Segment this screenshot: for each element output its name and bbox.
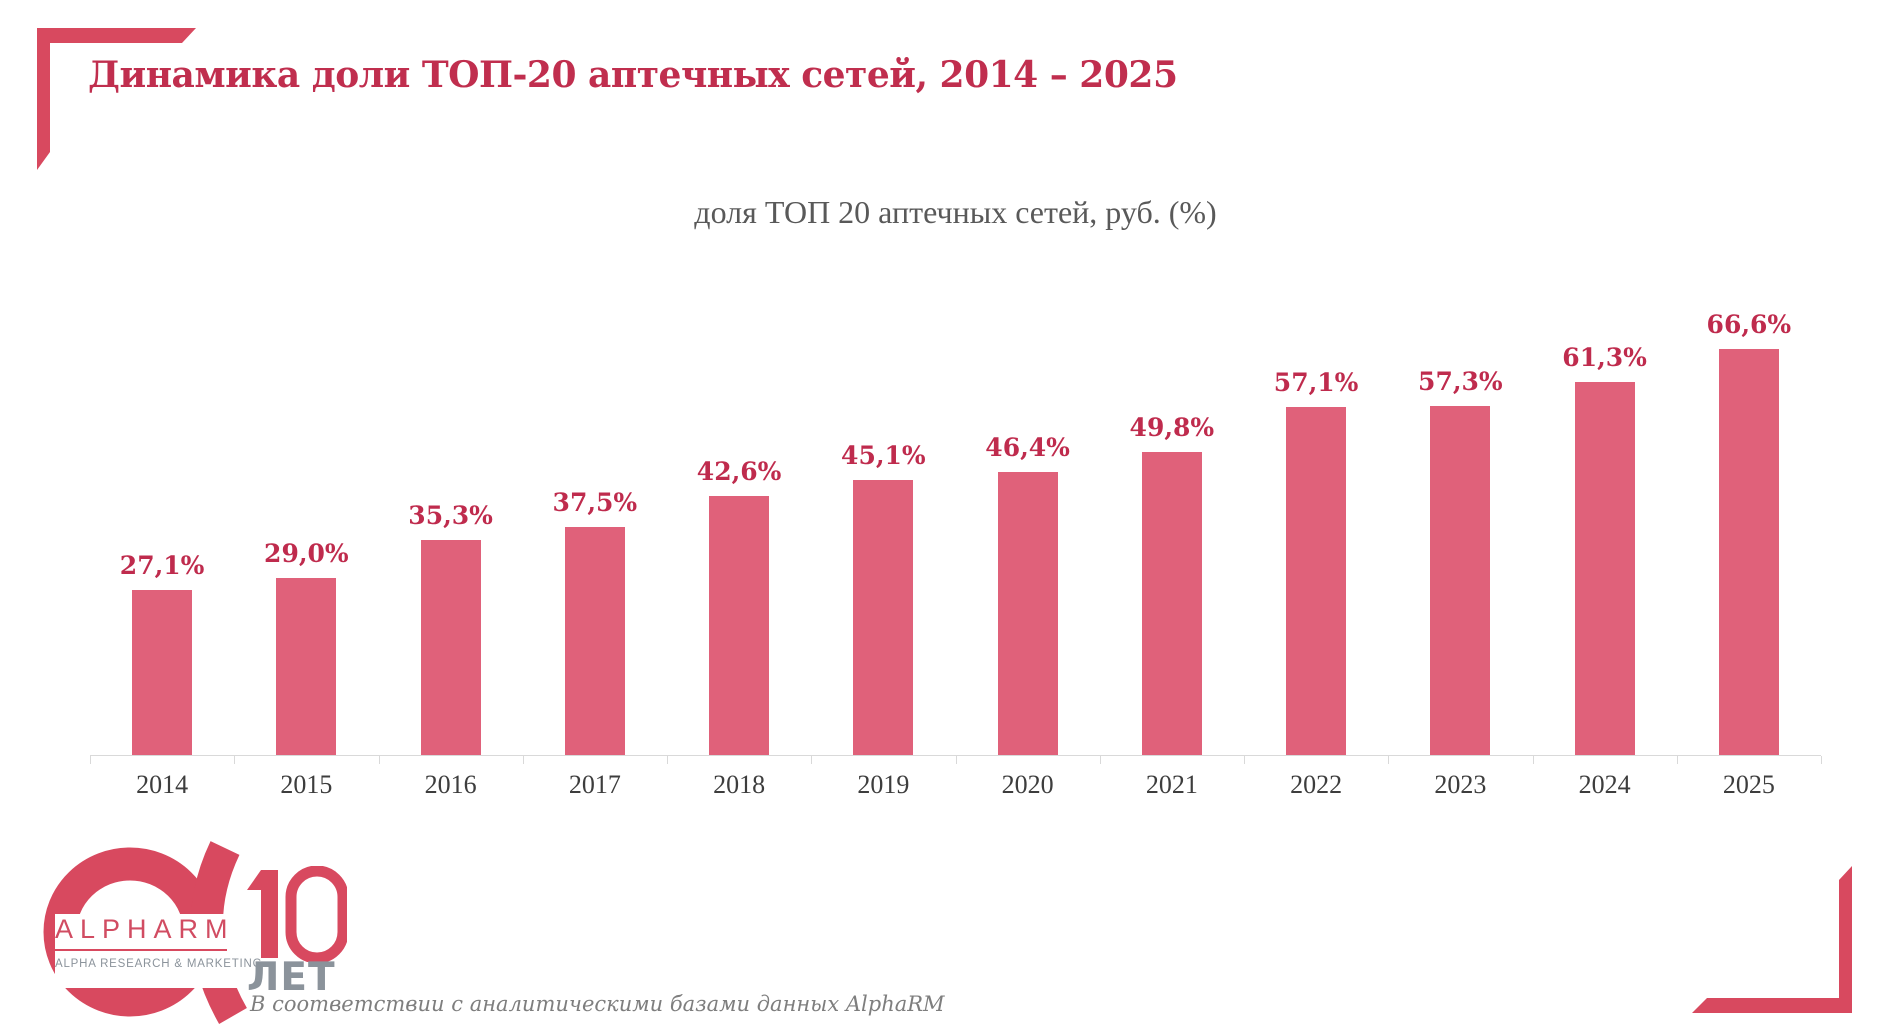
x-axis-label: 2015 xyxy=(280,770,333,799)
bar-column: 45,1% xyxy=(811,260,955,755)
axis-tick xyxy=(667,756,811,764)
bar-chart-plot-area: 27,1% 29,0% 35,3% 37,5% 42,6% 45,1% 46,4% 49,8%… xyxy=(90,260,1821,756)
x-axis-label: 2020 xyxy=(1001,770,1054,799)
logo-tagline: ALPHA RESEARCH & MARKETING xyxy=(55,958,263,970)
anniversary-unit-label: ЛЕТ xyxy=(247,955,336,1000)
bar xyxy=(709,496,770,755)
x-axis-ticks xyxy=(90,756,1822,764)
x-axis-label: 2025 xyxy=(1722,770,1775,799)
bar-column: 35,3% xyxy=(379,260,523,755)
x-axis-label: 2023 xyxy=(1434,770,1487,799)
bar xyxy=(1574,382,1635,755)
bar xyxy=(1718,349,1779,755)
bar xyxy=(1430,406,1491,755)
alpharm-logo-block: ALPHARM ALPHA RESEARCH & MARKETING ЛЕТ В… xyxy=(0,836,945,1034)
bar xyxy=(1286,407,1347,755)
axis-tick xyxy=(522,756,667,764)
bar-column: 42,6% xyxy=(667,260,811,755)
bar-value-label: 42,6% xyxy=(696,457,782,486)
x-axis-labels-row: 2014 2015 2016 2017 2018 2019 2020 2021 2022 2023… xyxy=(90,770,1821,800)
bar-column: 57,1% xyxy=(1244,260,1388,755)
bar-column: 46,4% xyxy=(956,260,1100,755)
axis-tick xyxy=(811,756,955,764)
chart-title: доля ТОП 20 аптечных сетей, руб. (%) xyxy=(694,194,1217,230)
axis-tick xyxy=(1388,756,1532,764)
corner-bracket-bottom-right-icon xyxy=(1692,866,1852,1013)
x-axis-label: 2022 xyxy=(1290,770,1343,799)
bar-column: 29,0% xyxy=(234,260,378,755)
bar-value-label: 37,5% xyxy=(552,488,638,517)
axis-tick xyxy=(90,756,234,764)
axis-tick xyxy=(1676,756,1821,764)
bar-value-label: 66,6% xyxy=(1706,310,1792,339)
bar-value-label: 57,3% xyxy=(1418,367,1503,396)
bar-value-label: 57,1% xyxy=(1273,368,1359,397)
bar xyxy=(1141,452,1202,755)
bar-value-label: 27,1% xyxy=(119,551,205,580)
bar-value-label: 35,3% xyxy=(408,501,493,530)
bar-column: 37,5% xyxy=(523,260,667,755)
bar xyxy=(997,472,1058,755)
bar-value-label: 45,1% xyxy=(841,441,926,470)
x-axis-label: 2024 xyxy=(1578,770,1631,799)
axis-tick xyxy=(955,756,1100,764)
bar-column: 49,8% xyxy=(1100,260,1244,755)
bar-column: 66,6% xyxy=(1677,260,1821,755)
anniversary-10-icon xyxy=(247,866,347,962)
bar xyxy=(853,480,914,755)
axis-tick xyxy=(378,756,523,764)
logo-brand-name: ALPHARM xyxy=(55,914,235,944)
bar-column: 57,3% xyxy=(1388,260,1532,755)
corner-bracket-top-left-icon xyxy=(37,28,196,170)
x-axis-label: 2017 xyxy=(568,770,621,799)
bar xyxy=(132,590,193,755)
bar-value-label: 29,0% xyxy=(264,539,349,568)
bar-column: 61,3% xyxy=(1533,260,1677,755)
axis-tick xyxy=(234,756,378,764)
logo-divider xyxy=(55,949,227,951)
page-title: Динамика доли ТОП-20 аптечных сетей, 201… xyxy=(88,54,1178,96)
source-note: В соответствии с аналитическими базами д… xyxy=(250,992,945,1016)
x-axis-label: 2019 xyxy=(857,770,910,799)
x-axis-label: 2018 xyxy=(713,770,766,799)
x-axis-label: 2021 xyxy=(1145,770,1198,799)
bar-value-label: 46,4% xyxy=(985,433,1070,462)
bar xyxy=(420,540,481,755)
bar xyxy=(276,578,337,755)
x-axis-label: 2016 xyxy=(424,770,477,799)
logo-text-band: ALPHARM ALPHA RESEARCH & MARKETING xyxy=(55,914,263,988)
axis-tick xyxy=(1244,756,1388,764)
x-axis-label: 2014 xyxy=(136,770,189,799)
bar-column: 27,1% xyxy=(90,260,234,755)
bar xyxy=(564,527,625,755)
axis-tick xyxy=(1099,756,1244,764)
bar-value-label: 61,3% xyxy=(1562,343,1647,372)
bar-value-label: 49,8% xyxy=(1129,413,1215,442)
axis-tick xyxy=(1532,756,1677,764)
